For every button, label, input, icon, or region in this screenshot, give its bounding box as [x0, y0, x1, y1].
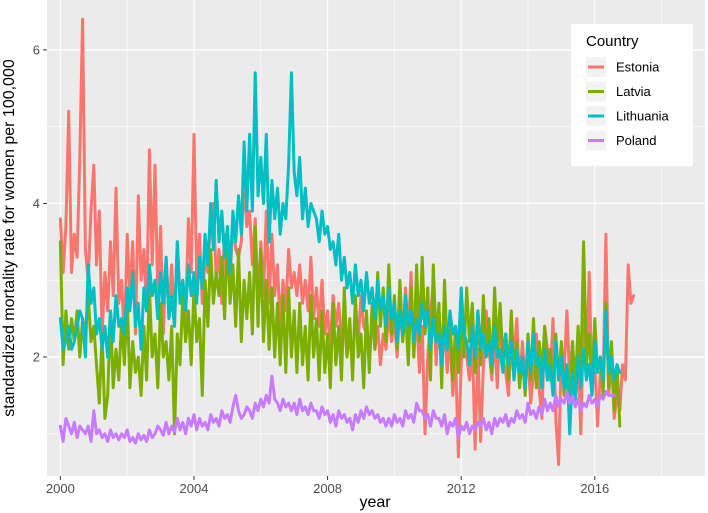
- y-tick-label: 4: [33, 196, 40, 211]
- legend-title: Country: [586, 33, 639, 50]
- axes: 2000 2004 2008 2012 2016 2 4 6: [33, 42, 609, 496]
- legend-label-latvia: Latvia: [616, 84, 651, 99]
- y-axis-title: standardized mortality rate for women pe…: [1, 59, 18, 417]
- legend-label-poland: Poland: [616, 133, 656, 148]
- legend-label-lithuania: Lithuania: [616, 109, 670, 124]
- series-line-poland: [58, 374, 616, 445]
- series-lines: [58, 17, 636, 466]
- x-tick-label: 2016: [580, 481, 609, 496]
- y-tick-label: 6: [33, 42, 40, 57]
- y-tick-label: 2: [33, 350, 40, 365]
- legend-items: Estonia Latvia Lithuania Poland: [586, 57, 670, 151]
- x-axis-title: year: [359, 494, 391, 511]
- legend-label-estonia: Estonia: [616, 60, 660, 75]
- series-line-lithuania: [58, 71, 622, 436]
- x-tick-label: 2012: [447, 481, 476, 496]
- legend: Country Estonia Latvia Lithuania Poland: [571, 24, 693, 166]
- x-tick-label: 2008: [313, 481, 342, 496]
- x-tick-label: 2004: [180, 481, 209, 496]
- x-tick-label: 2000: [46, 481, 75, 496]
